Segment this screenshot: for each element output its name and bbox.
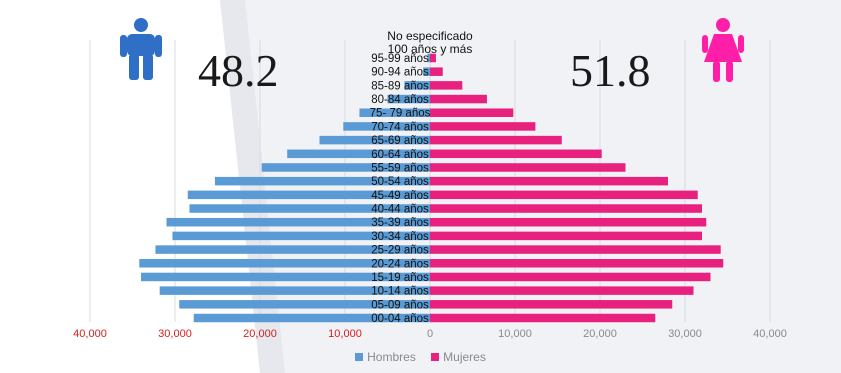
x-tick-label: 20,000 (243, 328, 277, 340)
men-bar (343, 122, 430, 131)
legend-swatch-women (431, 353, 440, 361)
legend-label-men: Hombres (367, 350, 416, 364)
category-label: 35-39 años (371, 217, 429, 229)
women-bar (430, 259, 724, 268)
women-bar (430, 163, 626, 172)
men-bar (179, 300, 430, 309)
men-bar (214, 176, 430, 186)
category-label: 60-64 años (371, 149, 429, 161)
men-bar (427, 53, 430, 63)
category-label: 70-74 años (371, 121, 429, 133)
women-bar (430, 108, 514, 117)
male-person-icon (120, 18, 162, 80)
legend-label-women: Mujeres (443, 350, 486, 364)
women-bar (430, 300, 673, 309)
x-axis-tick-labels: 40,000 30,000 20,000 10,000 0 10,000 20,000 30,… (73, 328, 787, 340)
men-bar (172, 231, 430, 241)
women-bar (430, 176, 668, 186)
category-label: 30-34 años (371, 231, 429, 243)
female-person-icon (702, 18, 744, 82)
women-bar (430, 122, 536, 131)
women-bar (430, 313, 656, 323)
men-bar (139, 259, 431, 268)
x-tick-label: 10,000 (498, 328, 532, 340)
category-label: 50-54 años (371, 176, 429, 188)
women-bar (430, 190, 698, 200)
men-bar (287, 149, 430, 159)
men-bar (166, 217, 430, 227)
women-bar (430, 53, 436, 63)
women-bar (430, 81, 463, 90)
category-label: 85-89 años (371, 80, 429, 92)
women-bars (430, 53, 724, 323)
category-label: 90-94 años (371, 67, 429, 79)
category-label: 75- 79 años (370, 108, 431, 120)
women-bar (430, 149, 602, 159)
men-bar (187, 190, 430, 200)
legend: Hombres Mujeres (0, 350, 841, 364)
category-label: 95-99 años (371, 53, 429, 65)
men-bar (141, 272, 430, 282)
women-bar (430, 245, 721, 254)
women-bar (430, 272, 711, 282)
women-bar (430, 286, 694, 295)
category-label: 20-24 años (371, 258, 429, 270)
women-bar (430, 94, 487, 104)
men-bar (423, 67, 430, 76)
men-bar (159, 286, 430, 295)
men-bar (261, 163, 430, 172)
x-tick-label: 30,000 (158, 328, 192, 340)
category-label: 55-59 años (371, 162, 429, 174)
x-tick-label: 10,000 (328, 328, 362, 340)
legend-item-men: Hombres (355, 350, 416, 364)
x-tick-label: 30,000 (668, 328, 702, 340)
category-label: 25-29 años (371, 245, 429, 257)
x-tick-label: 20,000 (583, 328, 617, 340)
men-percentage: 48.2 (198, 45, 279, 96)
women-bar (430, 231, 702, 241)
category-label-100-anos-y-mas: 100 años y más (387, 42, 473, 56)
category-label: 80-84 años (371, 94, 429, 106)
category-label: 65-69 años (371, 135, 429, 147)
category-label: 05-09 años (371, 299, 429, 311)
men-bar (387, 94, 430, 104)
men-bar (155, 245, 430, 254)
category-label: 00-04 años (371, 313, 429, 325)
category-label-no-especificado: No especificado (387, 29, 473, 43)
women-bar (430, 67, 443, 76)
category-label: 15-19 años (371, 272, 429, 284)
x-tick-label: 40,000 (753, 328, 787, 340)
men-bar (189, 204, 430, 213)
x-tick-label: 40,000 (73, 328, 107, 340)
men-bar (359, 108, 430, 117)
category-label: 45-49 años (371, 190, 429, 202)
x-tick-label: 0 (427, 328, 433, 340)
men-bar (319, 135, 430, 145)
men-bar (404, 81, 430, 90)
category-label: 40-44 años (371, 204, 429, 216)
men-bars (139, 53, 431, 323)
men-bar (193, 313, 430, 323)
women-bar (430, 204, 702, 213)
women-bar (430, 217, 707, 227)
legend-item-women: Mujeres (431, 350, 486, 364)
women-percentage: 51.8 (570, 45, 651, 96)
women-bar (430, 135, 562, 145)
category-label: 10-14 años (371, 286, 429, 298)
legend-swatch-men (355, 353, 364, 361)
